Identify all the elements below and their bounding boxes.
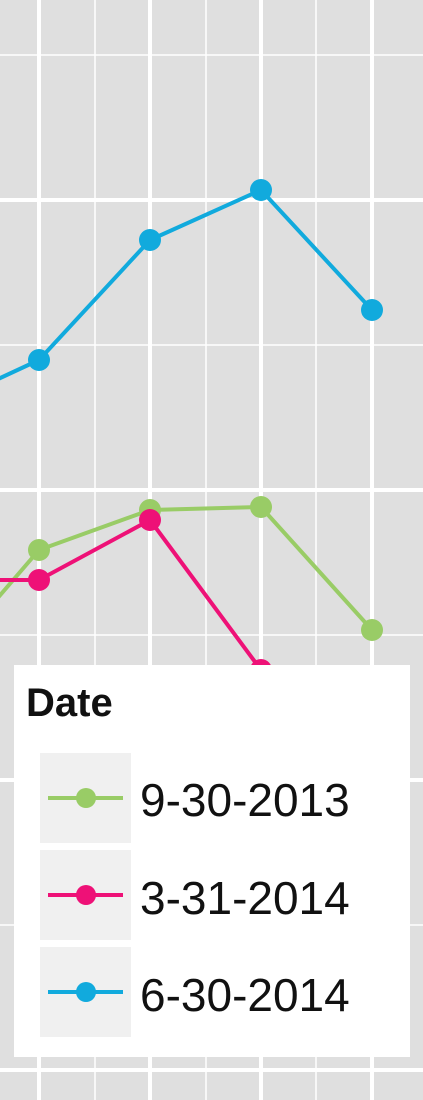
legend-key-series-3 — [40, 947, 131, 1037]
data-point-series-1-x-3 — [250, 496, 272, 518]
legend-marker-series-1 — [76, 788, 96, 808]
series-3 — [0, 179, 383, 381]
legend-marker-series-2 — [76, 885, 96, 905]
legend-symbol-series-2 — [48, 885, 123, 905]
data-point-series-3-x-2 — [139, 229, 161, 251]
data-point-series-3-x-3 — [250, 179, 272, 201]
data-point-series-2-x-2 — [139, 509, 161, 531]
legend-key-series-1 — [40, 753, 131, 843]
data-point-series-3-x-4 — [361, 299, 383, 321]
legend-marker-series-3 — [76, 982, 96, 1002]
legend-key-series-2 — [40, 850, 131, 940]
data-point-series-1-x-4 — [361, 619, 383, 641]
data-point-series-2-x-1 — [28, 569, 50, 591]
legend-label-series-3: 6-30-2014 — [140, 969, 350, 1021]
data-point-series-1-x-1 — [28, 539, 50, 561]
legend-symbol-series-3 — [48, 982, 123, 1002]
legend-symbol-series-1 — [48, 788, 123, 808]
data-point-series-3-x-1 — [28, 349, 50, 371]
legend-label-series-2: 3-31-2014 — [140, 872, 350, 924]
legend-label-series-1: 9-30-2013 — [140, 774, 350, 826]
legend-title: Date — [26, 681, 113, 725]
